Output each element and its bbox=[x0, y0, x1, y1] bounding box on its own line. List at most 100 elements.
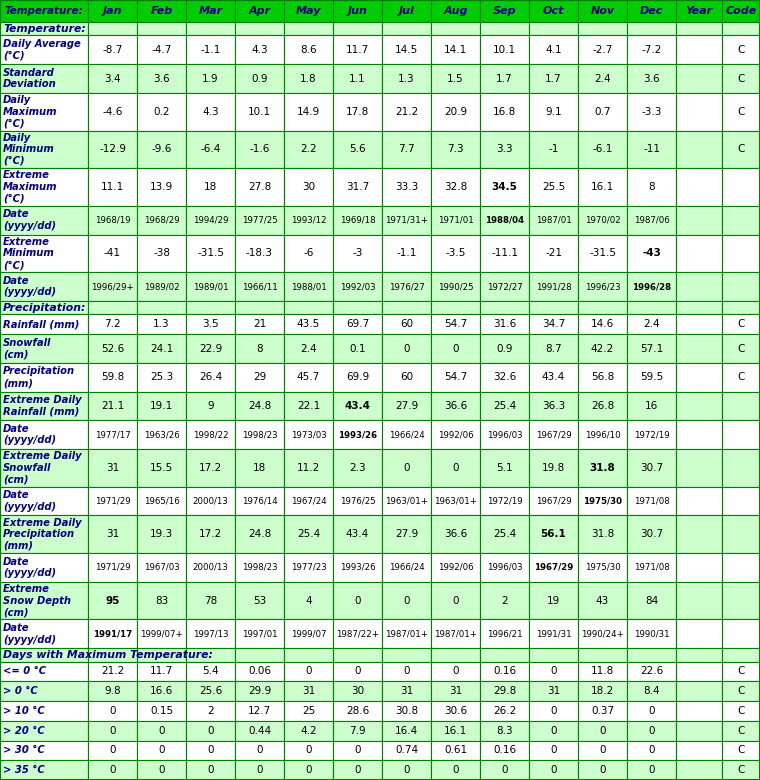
Text: 14.1: 14.1 bbox=[444, 44, 467, 55]
Bar bbox=[722, 661, 760, 681]
Bar bbox=[627, 661, 676, 681]
Bar bbox=[431, 206, 480, 235]
Bar bbox=[431, 553, 480, 582]
Bar bbox=[333, 701, 382, 721]
Bar bbox=[88, 35, 137, 64]
Bar bbox=[235, 168, 284, 206]
Bar bbox=[722, 392, 760, 420]
Bar bbox=[627, 334, 676, 363]
Text: 0.74: 0.74 bbox=[395, 746, 418, 755]
Bar bbox=[284, 740, 333, 760]
Text: 11.8: 11.8 bbox=[591, 666, 614, 676]
Bar bbox=[480, 22, 529, 35]
Text: -11: -11 bbox=[643, 144, 660, 154]
Bar bbox=[333, 648, 382, 661]
Bar bbox=[529, 314, 578, 334]
Bar bbox=[88, 582, 137, 619]
Bar bbox=[137, 392, 186, 420]
Bar bbox=[284, 553, 333, 582]
Bar bbox=[235, 272, 284, 301]
Bar bbox=[333, 392, 382, 420]
Text: 0.15: 0.15 bbox=[150, 706, 173, 716]
Text: Extreme Daily
Snowfall
(cm): Extreme Daily Snowfall (cm) bbox=[3, 451, 81, 484]
Text: 25.4: 25.4 bbox=[297, 529, 320, 539]
Bar bbox=[137, 206, 186, 235]
Bar bbox=[722, 487, 760, 516]
Text: 0: 0 bbox=[648, 706, 655, 716]
Text: 16.6: 16.6 bbox=[150, 686, 173, 697]
Text: 11.7: 11.7 bbox=[150, 666, 173, 676]
Bar bbox=[578, 334, 627, 363]
Text: 95: 95 bbox=[106, 596, 119, 605]
Text: 1963/26: 1963/26 bbox=[144, 430, 179, 439]
Text: 31.7: 31.7 bbox=[346, 182, 369, 192]
Bar bbox=[382, 721, 431, 740]
Text: Year: Year bbox=[686, 6, 713, 16]
Bar bbox=[676, 35, 722, 64]
Bar bbox=[627, 363, 676, 392]
Bar bbox=[235, 334, 284, 363]
Bar bbox=[722, 681, 760, 701]
Text: 9: 9 bbox=[207, 401, 214, 411]
Bar bbox=[0, 487, 88, 516]
Bar bbox=[382, 334, 431, 363]
Bar bbox=[627, 35, 676, 64]
Bar bbox=[676, 130, 722, 168]
Text: 19: 19 bbox=[547, 596, 560, 605]
Bar bbox=[529, 301, 578, 314]
Text: 1972/19: 1972/19 bbox=[486, 497, 522, 505]
Bar bbox=[88, 760, 137, 780]
Bar bbox=[186, 206, 235, 235]
Text: C: C bbox=[737, 686, 745, 697]
Bar bbox=[0, 449, 88, 487]
Text: 1996/23: 1996/23 bbox=[584, 282, 620, 291]
Bar bbox=[431, 235, 480, 272]
Bar bbox=[431, 334, 480, 363]
Text: 25.6: 25.6 bbox=[199, 686, 222, 697]
Text: Apr: Apr bbox=[249, 6, 271, 16]
Text: C: C bbox=[737, 372, 745, 382]
Bar bbox=[284, 0, 333, 22]
Bar bbox=[186, 168, 235, 206]
Text: 2000/13: 2000/13 bbox=[192, 497, 229, 505]
Text: -12.9: -12.9 bbox=[99, 144, 126, 154]
Text: 1987/06: 1987/06 bbox=[634, 216, 670, 225]
Text: -6.4: -6.4 bbox=[201, 144, 220, 154]
Bar bbox=[480, 449, 529, 487]
Text: 1966/11: 1966/11 bbox=[242, 282, 277, 291]
Text: 1992/03: 1992/03 bbox=[340, 282, 375, 291]
Bar bbox=[333, 582, 382, 619]
Text: 1987/01+: 1987/01+ bbox=[385, 629, 428, 638]
Text: 0: 0 bbox=[648, 725, 655, 736]
Bar bbox=[529, 0, 578, 22]
Bar bbox=[722, 721, 760, 740]
Bar bbox=[0, 661, 88, 681]
Text: <= 0 °C: <= 0 °C bbox=[3, 666, 46, 676]
Text: 0: 0 bbox=[502, 765, 508, 775]
Text: 0: 0 bbox=[354, 666, 361, 676]
Bar bbox=[284, 272, 333, 301]
Text: 0.1: 0.1 bbox=[350, 343, 366, 353]
Bar bbox=[333, 22, 382, 35]
Text: 1968/19: 1968/19 bbox=[95, 216, 130, 225]
Text: 0: 0 bbox=[550, 706, 557, 716]
Text: 0: 0 bbox=[256, 765, 263, 775]
Bar bbox=[529, 681, 578, 701]
Bar bbox=[431, 168, 480, 206]
Text: 0: 0 bbox=[354, 596, 361, 605]
Bar bbox=[137, 701, 186, 721]
Text: 1975/30: 1975/30 bbox=[583, 497, 622, 505]
Text: 1972/19: 1972/19 bbox=[634, 430, 670, 439]
Bar bbox=[382, 487, 431, 516]
Text: 14.5: 14.5 bbox=[395, 44, 418, 55]
Bar bbox=[529, 206, 578, 235]
Bar bbox=[0, 392, 88, 420]
Text: Precipitation
(mm): Precipitation (mm) bbox=[3, 367, 75, 388]
Text: 31.8: 31.8 bbox=[591, 529, 614, 539]
Text: 0.16: 0.16 bbox=[493, 746, 516, 755]
Bar bbox=[0, 553, 88, 582]
Text: 28.6: 28.6 bbox=[346, 706, 369, 716]
Text: 21.2: 21.2 bbox=[395, 107, 418, 117]
Bar bbox=[627, 392, 676, 420]
Text: 3.4: 3.4 bbox=[104, 73, 121, 83]
